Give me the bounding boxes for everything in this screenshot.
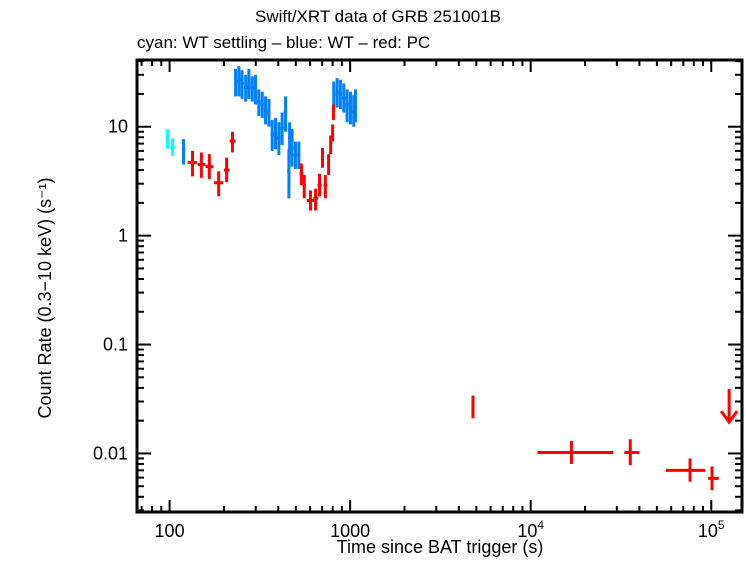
data-point-wt (250, 76, 254, 102)
data-point-pc (537, 441, 614, 465)
data-point-pc (229, 131, 236, 153)
y-tick-label: 0.01 (93, 443, 128, 463)
data-point-wt (240, 70, 244, 99)
data-point-wt (353, 89, 357, 123)
data-point-pc (223, 157, 230, 183)
x-tick-label: 104 (517, 518, 544, 541)
plot-area (165, 66, 739, 491)
y-tick-label: 1 (118, 226, 128, 246)
data-point-wt-settling (165, 129, 170, 149)
y-tick-label: 10 (108, 117, 128, 137)
data-point-wt (237, 66, 241, 97)
data-point-pc (205, 154, 214, 180)
data-point-wt (297, 141, 301, 169)
data-point-wt (247, 68, 251, 99)
data-point-wt (181, 139, 186, 165)
plot-frame (135, 58, 744, 514)
data-point-wt (287, 149, 291, 199)
data-point-wt (260, 91, 264, 119)
upper-limit-arrow (719, 389, 739, 425)
data-point-pc (187, 150, 198, 177)
data-point-pc (331, 104, 335, 121)
data-point-wt (234, 68, 238, 97)
data-point-pc (624, 439, 640, 466)
data-point-pc (317, 173, 322, 197)
data-point-wt (293, 141, 298, 169)
y-axis-label: Count Rate (0.3−10 keV) (s⁻¹) (35, 177, 55, 418)
data-point-wt (263, 96, 268, 125)
data-point-wt (335, 78, 339, 108)
x-tick-label: 105 (698, 518, 725, 541)
data-point-pc (708, 466, 719, 491)
data-point-pc (299, 163, 304, 186)
data-point-wt (267, 98, 271, 127)
data-point-wt (257, 89, 261, 117)
x-tick-label: 1000 (330, 521, 370, 541)
chart-title: Swift/XRT data of GRB 251001B (255, 7, 501, 26)
data-point-pc (327, 154, 331, 176)
data-point-pc (306, 190, 314, 211)
axis-ticks: 100 1000 104 105 10 1 0.1 0.01 (93, 60, 742, 541)
data-point-wt (277, 122, 281, 156)
data-point-wt (273, 118, 278, 150)
data-point-wt (348, 91, 353, 125)
data-point-wt (243, 74, 248, 102)
data-point-pc (197, 152, 206, 178)
data-point-wt (270, 120, 274, 151)
x-axis-label: Time since BAT trigger (s) (337, 537, 544, 557)
data-point-pc (302, 175, 306, 199)
y-tick-label: 0.1 (103, 335, 128, 355)
data-point-pc (323, 175, 328, 199)
data-point-wt (338, 79, 343, 110)
data-point-wt (280, 112, 284, 145)
data-point-pc (471, 395, 475, 419)
data-point-wt (290, 129, 294, 167)
data-point-wt (345, 89, 349, 123)
data-point-pc (329, 135, 333, 155)
data-point-wt (283, 96, 288, 132)
data-point-wt-settling (170, 138, 175, 156)
x-tick-label: 100 (155, 521, 185, 541)
data-point-pc (321, 147, 325, 168)
data-point-pc (313, 188, 319, 211)
data-point-wt (253, 74, 258, 105)
data-point-wt (342, 83, 346, 113)
data-point-pc (213, 171, 224, 197)
data-point-wt (287, 122, 292, 156)
data-point-pc (331, 124, 335, 142)
data-point-pc (665, 458, 706, 482)
chart-subtitle: cyan: WT settling – blue: WT – red: PC (137, 33, 430, 52)
